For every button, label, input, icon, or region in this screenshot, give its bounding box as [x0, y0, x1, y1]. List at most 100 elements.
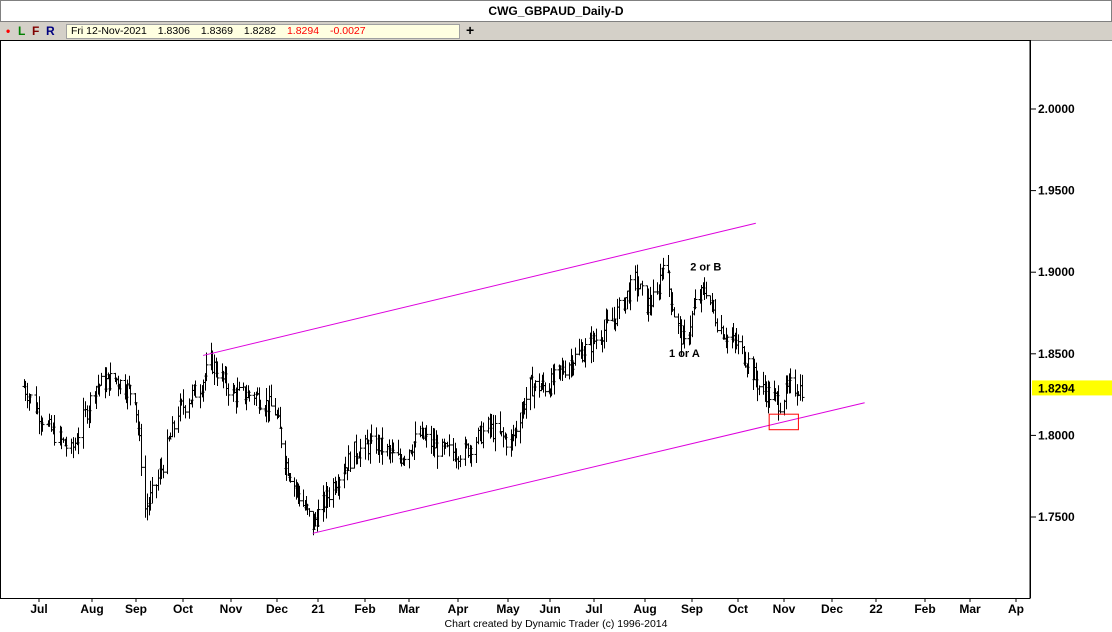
ohlc-bar: [358, 438, 363, 468]
ohlc-bar: [154, 484, 159, 499]
ohlc-bar: [145, 493, 150, 521]
record-dot-button[interactable]: •: [6, 24, 11, 38]
wave-label: 2 or B: [690, 262, 721, 274]
ohlc-bar: [757, 385, 762, 396]
last-price-label: 1.8294: [1038, 381, 1075, 395]
ohlc-bar: [617, 297, 622, 319]
ohlc-bar: [537, 373, 542, 398]
ohlc-bar: [215, 361, 220, 387]
ohlc-bar: [348, 451, 353, 472]
ohlc-bar: [573, 347, 578, 366]
ohlc-bar: [288, 473, 293, 483]
x-tick-label: Jul: [30, 602, 47, 616]
l-button[interactable]: L: [18, 24, 26, 38]
info-date: Fri 12-Nov-2021: [71, 25, 147, 37]
ohlc-bar: [524, 386, 529, 419]
ohlc-bar: [85, 405, 90, 424]
ohlc-bar: [187, 398, 192, 419]
ohlc-bar: [628, 274, 633, 311]
ohlc-bar: [451, 437, 456, 462]
ohlc-bar: [504, 433, 509, 456]
x-tick-label: Sep: [681, 602, 703, 616]
ohlc-bar: [172, 420, 177, 438]
x-tick-label: 21: [311, 602, 325, 616]
ohlc-bar: [413, 421, 418, 448]
ohlc-bar: [391, 442, 396, 454]
y-tick-label: 1.9500: [1038, 184, 1075, 198]
ohlc-bar: [181, 389, 186, 415]
info-high: 1.8369: [200, 25, 233, 37]
ohlc-bar: [40, 417, 45, 432]
add-button[interactable]: +: [466, 22, 475, 38]
ohlc-bar: [640, 280, 645, 296]
ohlc-bar: [625, 290, 630, 310]
ohlc-bar: [793, 369, 798, 397]
ohlc-bar: [255, 387, 260, 396]
ohlc-bar: [69, 438, 74, 454]
ohlc-bar: [577, 338, 582, 356]
ohlc-bar: [543, 382, 548, 397]
ohlc-bar: [212, 354, 217, 385]
ohlc-bar: [447, 434, 452, 457]
ohlc-bar: [118, 379, 123, 395]
ohlc-bar: [73, 437, 78, 451]
x-tick-label: Apr: [448, 602, 469, 616]
r-button[interactable]: R: [46, 24, 55, 38]
ohlc-bar: [767, 381, 772, 408]
x-tick-label: Ap: [1008, 602, 1024, 616]
ohlc-bar: [297, 485, 302, 507]
ohlc-bar: [37, 396, 42, 435]
ohlc-bar: [719, 315, 724, 335]
ohlc-bar: [583, 338, 588, 368]
ohlc-bar: [226, 383, 231, 406]
x-tick-label: 22: [869, 602, 883, 616]
ohlc-bar: [740, 335, 745, 355]
ohlc-bar: [456, 456, 461, 470]
ohlc-bar: [352, 441, 357, 469]
ohlc-bar: [292, 477, 297, 497]
ohlc-bar: [307, 508, 312, 517]
ohlc-bar: [594, 328, 599, 350]
f-button[interactable]: F: [32, 24, 40, 38]
ohlc-info-box: Fri 12-Nov-2021 1.8306 1.8369 1.8282 1.8…: [66, 24, 460, 39]
last-price-tag: [1032, 380, 1112, 396]
ohlc-bar: [369, 424, 374, 444]
plot-frame: [0, 40, 1031, 599]
ohlc-bar: [108, 362, 113, 391]
ohlc-bar: [273, 398, 278, 416]
toolbar: • L F R Fri 12-Nov-2021 1.8306 1.8369 1.…: [0, 22, 1112, 41]
ohlc-bar: [128, 384, 133, 406]
ohlc-bar: [602, 319, 607, 349]
ohlc-bar: [178, 393, 183, 422]
ohlc-bar: [204, 352, 209, 382]
x-tick-label: Aug: [80, 602, 103, 616]
ohlc-bar: [746, 352, 751, 375]
ohlc-bar: [615, 298, 620, 327]
ohlc-bar: [788, 368, 793, 394]
ohlc-bar: [258, 399, 263, 411]
ohlc-bar: [715, 318, 720, 333]
ohlc-bar: [552, 363, 557, 395]
price-chart[interactable]: 1.7500 1.8000 1.8500 1.9000 1.9500 2.0000 Jul A…: [0, 40, 1112, 618]
y-tick-label: 2.0000: [1038, 102, 1075, 116]
ohlc-bar: [736, 334, 741, 355]
ohlc-bar: [278, 406, 283, 429]
ohlc-bar: [198, 384, 203, 409]
x-tick-label: Dec: [821, 602, 843, 616]
ohlc-bar: [396, 439, 401, 456]
ohlc-bar: [533, 380, 538, 392]
ohlc-bar: [327, 487, 332, 508]
y-tick-label: 1.7500: [1038, 510, 1075, 524]
ohlc-bar: [402, 455, 407, 467]
ohlc-bar: [435, 434, 440, 469]
ohlc-bar: [704, 281, 709, 299]
ohlc-bar: [440, 438, 445, 457]
ohlc-bar: [380, 427, 385, 465]
ohlc-bar: [563, 360, 568, 378]
ohlc-bar: [469, 445, 474, 467]
ohlc-bar: [170, 416, 175, 438]
ohlc-bar: [237, 381, 242, 391]
ohlc-bar: [134, 402, 139, 423]
ohlc-bar: [651, 279, 656, 308]
ohlc-bar: [498, 411, 503, 435]
